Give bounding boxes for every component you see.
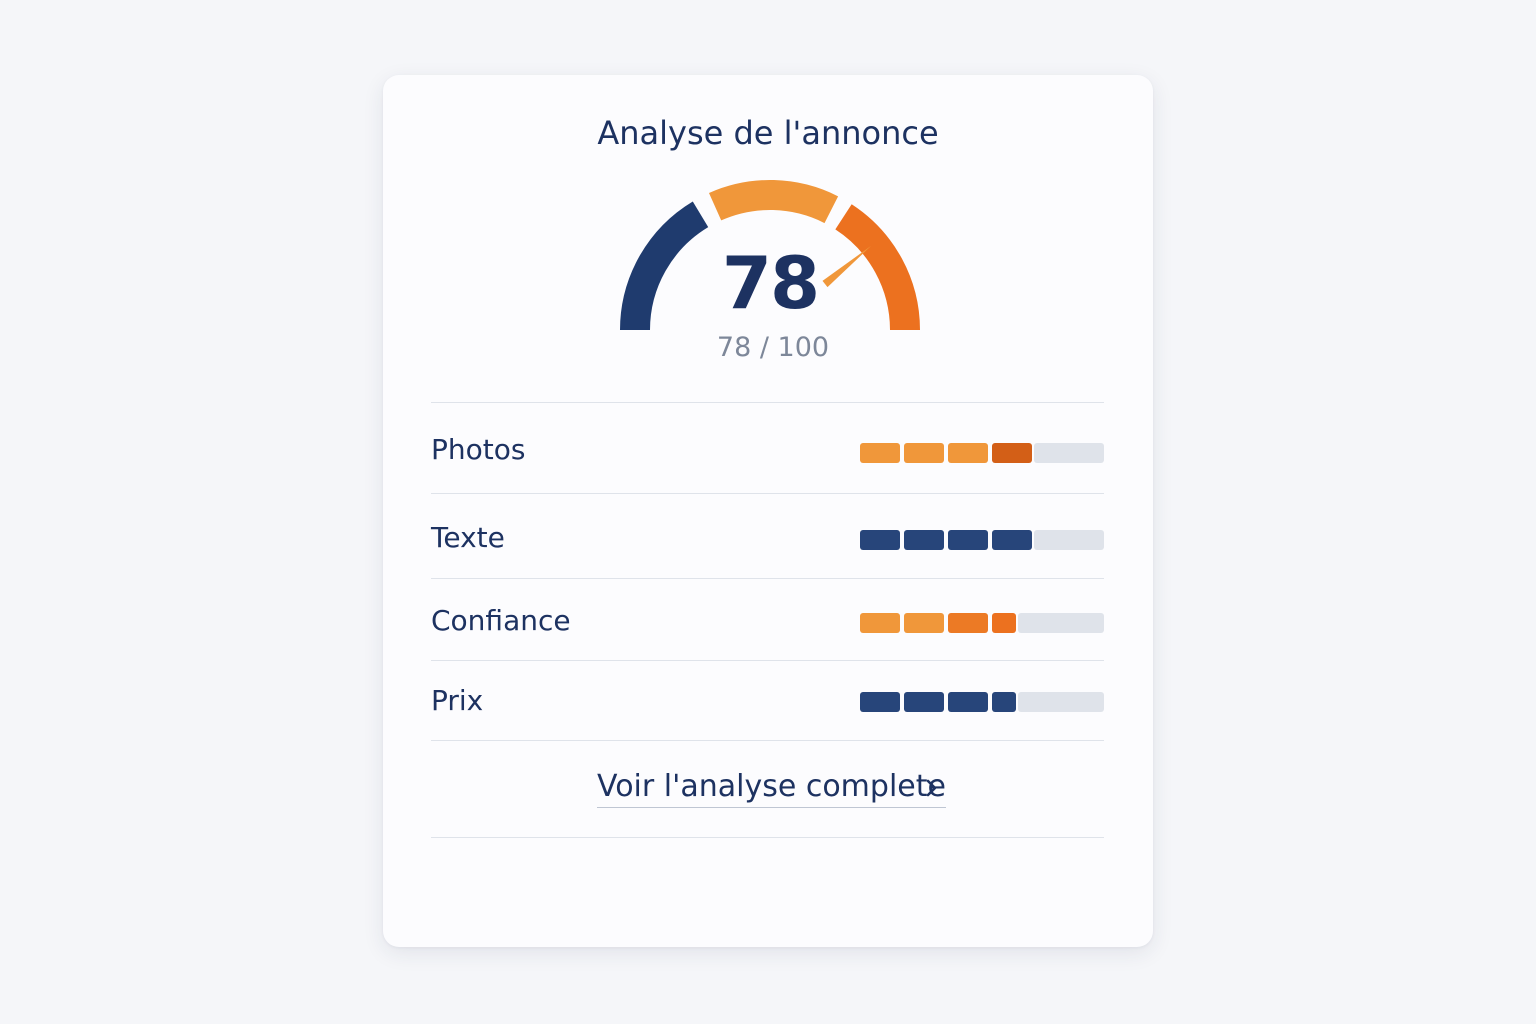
bar-segment: [904, 613, 944, 633]
gauge-needle-icon: [822, 245, 872, 288]
divider: [431, 837, 1104, 838]
bar-segment: [860, 443, 900, 463]
analysis-card: [383, 75, 1153, 947]
divider: [431, 660, 1104, 661]
bar-segment: [904, 692, 944, 712]
metric-bar-confiance: [860, 613, 1104, 633]
gauge-arc-high: [834, 204, 920, 331]
metric-label-confiance: Confiance: [431, 604, 571, 637]
chevron-right-icon[interactable]: [924, 778, 940, 798]
score-value: 78: [721, 241, 820, 325]
divider: [431, 578, 1104, 579]
gauge-arc-mid: [708, 180, 839, 224]
bar-empty-track: [1018, 613, 1104, 633]
bar-empty-track: [1034, 443, 1104, 463]
gauge-arc-low: [620, 201, 709, 331]
metric-label-photos: Photos: [431, 433, 526, 466]
metric-bar-photos: [860, 443, 1104, 463]
bar-segment: [948, 530, 988, 550]
bar-segment: [992, 443, 1032, 463]
bar-segment: [948, 613, 988, 633]
bar-segment: [992, 613, 1016, 633]
full-analysis-link[interactable]: Voir l'analyse complete: [597, 767, 946, 808]
score-caption: 78 / 100: [716, 332, 830, 363]
bar-segment: [948, 443, 988, 463]
divider: [431, 493, 1104, 494]
bar-empty-track: [1034, 530, 1104, 550]
metric-label-texte: Texte: [431, 521, 505, 554]
bar-segment: [948, 692, 988, 712]
bar-empty-track: [1018, 692, 1104, 712]
bar-segment: [860, 692, 900, 712]
bar-segment: [860, 530, 900, 550]
metric-bar-texte: [860, 530, 1104, 550]
divider: [431, 402, 1104, 403]
divider: [431, 740, 1104, 741]
bar-segment: [992, 530, 1032, 550]
bar-segment: [992, 692, 1016, 712]
metric-bar-prix: [860, 692, 1104, 712]
score-gauge: [620, 180, 920, 331]
card-title: Analyse de l'annonce: [597, 114, 939, 152]
bar-segment: [904, 443, 944, 463]
metric-label-prix: Prix: [431, 684, 484, 717]
bar-segment: [860, 613, 900, 633]
bar-segment: [904, 530, 944, 550]
